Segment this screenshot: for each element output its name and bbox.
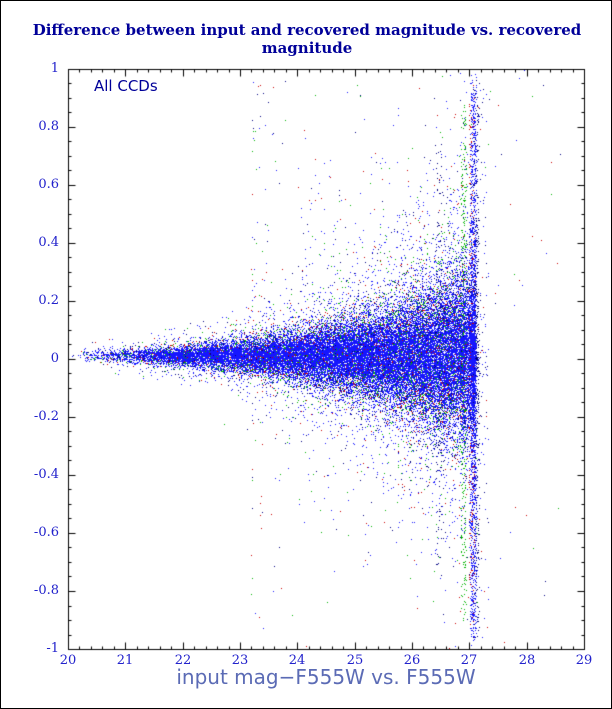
x-tick-label: 20 (59, 653, 77, 668)
y-tick-label: -1 (46, 641, 59, 656)
x-tick-label: 29 (575, 653, 593, 668)
y-tick-label: 0.8 (38, 119, 59, 134)
y-tick-label: 0.6 (38, 177, 59, 192)
chart-title: Difference between input and recovered m… (32, 21, 582, 57)
y-tick-label: 1 (50, 61, 59, 76)
y-tick-label: 0 (50, 351, 59, 366)
x-tick-label: 25 (346, 653, 364, 668)
x-tick-label: 21 (116, 653, 134, 668)
x-tick-label: 22 (174, 653, 192, 668)
chart-annotation-all-ccds: All CCDs (94, 77, 158, 95)
y-tick-label: -0.4 (33, 467, 59, 482)
y-tick-label: 0.4 (38, 235, 59, 250)
x-axis-label: input mag−F555W vs. F555W (176, 665, 476, 689)
x-tick-label: 28 (518, 653, 536, 668)
y-tick-label: -0.6 (33, 525, 59, 540)
y-tick-label: -0.8 (33, 583, 59, 598)
x-tick-label: 24 (288, 653, 306, 668)
x-tick-label: 27 (460, 653, 478, 668)
x-tick-label: 23 (231, 653, 249, 668)
x-tick-label: 26 (403, 653, 421, 668)
y-tick-label: -0.2 (33, 409, 59, 424)
y-tick-label: 0.2 (38, 293, 59, 308)
